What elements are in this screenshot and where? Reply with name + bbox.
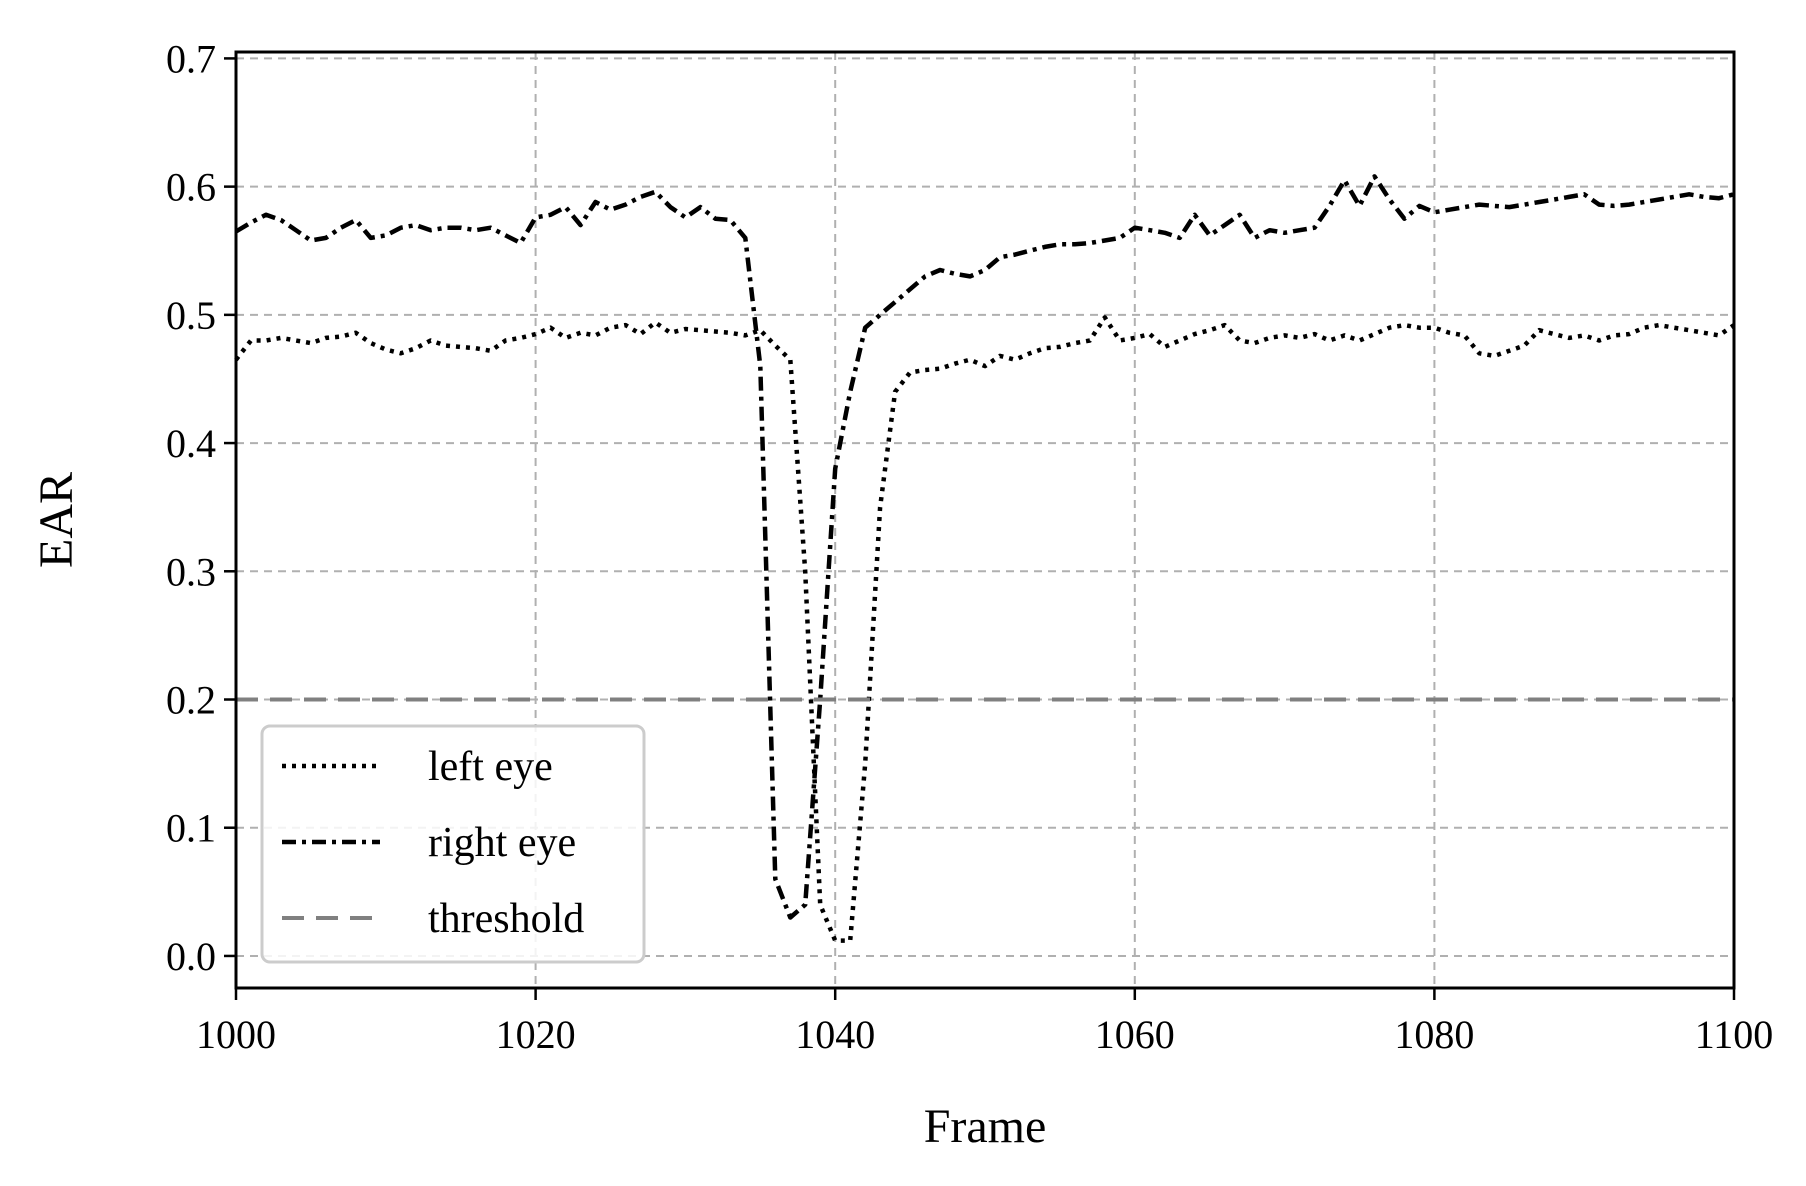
- legend-label: right eye: [428, 820, 576, 866]
- y-tick-label: 0.7: [166, 36, 216, 81]
- y-tick-label: 0.1: [166, 806, 216, 851]
- y-tick-label: 0.4: [166, 421, 216, 466]
- y-tick-label: 0.3: [166, 549, 216, 594]
- series-lines: [234, 174, 1736, 943]
- x-axis-ticks: 1000 1020 1040 1060 1080 1100: [196, 988, 1773, 1057]
- legend: left eye right eye threshold: [260, 724, 646, 964]
- x-tick-label: 1020: [496, 1012, 576, 1057]
- x-tick-label: 1080: [1394, 1012, 1474, 1057]
- series-line-right-eye: [234, 174, 1735, 920]
- x-axis-label: Frame: [924, 1100, 1047, 1153]
- legend-box: [260, 724, 646, 964]
- legend-label: left eye: [428, 744, 553, 790]
- x-tick-label: 1100: [1695, 1012, 1774, 1057]
- x-tick-label: 1060: [1095, 1012, 1175, 1057]
- x-tick-label: 1040: [795, 1012, 875, 1057]
- plot-frame: [234, 50, 1736, 990]
- y-axis-ticks: 0.0 0.1 0.2 0.3 0.4 0.5 0.6 0.7: [166, 36, 236, 979]
- series-line-left-eye: [234, 315, 1736, 943]
- y-tick-label: 0.0: [166, 934, 216, 979]
- y-axis-label: EAR: [30, 472, 83, 568]
- x-tick-label: 1000: [196, 1012, 276, 1057]
- legend-label: threshold: [428, 896, 584, 942]
- y-tick-label: 0.5: [166, 293, 216, 338]
- y-tick-label: 0.6: [166, 165, 216, 210]
- y-tick-label: 0.2: [166, 678, 216, 723]
